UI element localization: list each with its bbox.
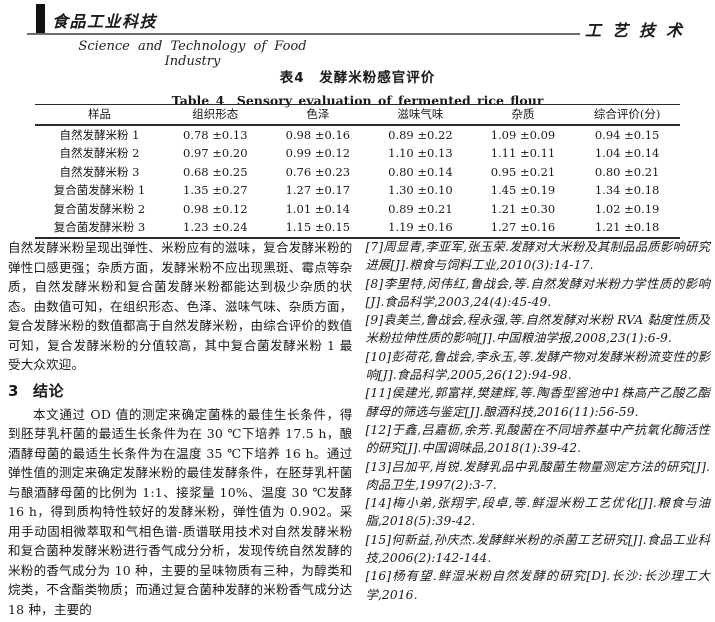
score-value: 0.94 ±0.15 — [594, 127, 660, 142]
sample-name: 自然发酵米粉 3 — [59, 164, 140, 179]
reference-item: [14]梅小弟,张翔宇,段卓,等.鲜湿米粉工艺优化[J].粮食与油脂,2018(… — [365, 496, 710, 529]
sample-name: 自然发酵米粉 1 — [59, 127, 140, 142]
score-value: 0.99 ±0.12 — [285, 146, 351, 160]
sample-name: 复合菌发酵米粉 3 — [53, 220, 146, 234]
reference-item: [11]侯建光,郭富祥,樊建辉,等.陶香型窖池中1株高产乙酸乙酯酵母的筛选与鉴定… — [365, 386, 710, 419]
reference-item: [9]袁美兰,鲁战会,程永强,等.自然发酵对米粉 RVA 黏度性质及米粉拉伸性质… — [365, 313, 710, 346]
score-value: 1.23 ±0.24 — [183, 220, 248, 234]
reference-item: [7]周显青,李亚军,张玉荣.发酵对大米粉及其制品品质影响研究进展[J].粮食与… — [365, 240, 710, 273]
table-body: 自然发酵米粉 1 0.78 ±0.13 0.98 ±0.16 0.89 ±0.22 1.… — [35, 125, 680, 238]
discussion-paragraph: 自然发酵米粉呈现出弹性、米粉应有的滋味，复合发酵米粉的弹性口感更强；杂质方面，发… — [8, 240, 353, 372]
score-value: 0.76 ±0.23 — [285, 164, 351, 179]
column-header: 样品 — [88, 107, 111, 121]
left-column: 自然发酵米粉呈现出弹性、米粉应有的滋味，复合发酵米粉的弹性口感更强；杂质方面，发… — [8, 238, 353, 619]
score-value: 0.89 ±0.21 — [388, 201, 453, 216]
sample-name: 复合菌发酵米粉 2 — [53, 201, 146, 216]
score-value: 1.11 ±0.11 — [490, 146, 556, 160]
score-value: 0.89 ±0.22 — [388, 127, 453, 142]
table-row: 自然发酵米粉 1 0.78 ±0.13 0.98 ±0.16 0.89 ±0.22 1.… — [35, 125, 680, 145]
reference-item: [16]杨有望.鲜湿米粉自然发酵的研究[D].长沙:长沙理工大学,2016. — [365, 569, 710, 602]
score-value: 0.95 ±0.21 — [490, 164, 556, 179]
column-header: 综合评价(分) — [593, 107, 661, 121]
sample-name: 自然发酵米粉 2 — [59, 146, 140, 160]
score-value: 1.27 ±0.16 — [490, 220, 556, 234]
conclusion-paragraph: 本文通过 OD 值的测定来确定菌株的最佳生长条件，得到胚芽乳杆菌的最适生长条件为… — [8, 406, 353, 617]
table-header-row: 样品 组织形态 色泽 滋味气味 杂质 综合评价(分) — [35, 105, 680, 125]
score-value: 1.45 ±0.19 — [490, 183, 556, 197]
score-value: 1.34 ±0.18 — [594, 183, 660, 197]
reference-item: [10]彭荷花,鲁战会,李永玉,等.发酵产物对发酵米粉流变性的影响[J].食品科… — [365, 349, 710, 383]
score-value: 0.78 ±0.13 — [183, 127, 248, 142]
table-row: 自然发酵米粉 2 0.97 ±0.20 0.99 ±0.12 1.10 ±0.13 1.… — [35, 144, 680, 163]
body-columns: 自然发酵米粉呈现出弹性、米粉应有的滋味，复合发酵米粉的弹性口感更强；杂质方面，发… — [8, 238, 710, 619]
score-value: 1.30 ±0.10 — [388, 183, 453, 197]
score-value: 1.27 ±0.17 — [285, 183, 351, 197]
score-value: 0.80 ±0.14 — [388, 164, 453, 179]
score-value: 1.10 ±0.13 — [388, 146, 453, 160]
column-header: 杂质 — [511, 107, 535, 121]
score-value: 1.19 ±0.16 — [388, 220, 453, 234]
right-column: [7]周显青,李亚军,张玉荣.发酵对大米粉及其制品品质影响研究进展[J].粮食与… — [366, 238, 711, 619]
column-header: 组织形态 — [192, 107, 239, 121]
section-label: 工艺技术 — [584, 21, 693, 40]
table-row: 复合菌发酵米粉 1 1.35 ±0.27 1.27 ±0.17 1.30 ±0.10 1… — [35, 181, 680, 200]
reference-item: [12]于鑫,吕嘉枥,余芳.乳酸菌在不同培养基中产抗氧化酶活性的研究[J].中国… — [365, 422, 710, 456]
score-value: 1.02 ±0.19 — [594, 201, 660, 216]
sensory-evaluation-table: 样品 组织形态 色泽 滋味气味 杂质 综合评价(分) 自然发酵米粉 1 0.78 ±0.13… — [35, 104, 680, 239]
journal-name-english: Science and Technology of Food Industry — [78, 39, 307, 69]
score-value: 1.01 ±0.14 — [285, 201, 351, 216]
logo-bar-decoration — [36, 4, 45, 35]
table-row: 复合菌发酵米粉 2 0.98 ±0.12 1.01 ±0.14 0.89 ±0.21 1… — [35, 200, 680, 219]
table-title-chinese: 表4 发酵米粉感官评价 — [279, 70, 436, 86]
journal-logo: 食品工业科技 — [50, 8, 162, 35]
page-header: 食品工业科技 Science and Technology of Food In… — [0, 0, 715, 69]
header-rule — [27, 33, 580, 35]
reference-item: [13]吕加平,肖锐.发酵乳品中乳酸菌生物量测定方法的研究[J].肉品卫生,19… — [365, 459, 710, 492]
score-value: 1.15 ±0.15 — [285, 220, 351, 234]
score-value: 1.35 ±0.27 — [183, 183, 248, 197]
conclusion-heading-text: 结论 — [32, 381, 64, 400]
column-header: 色泽 — [306, 107, 330, 121]
score-value: 0.68 ±0.25 — [183, 164, 248, 179]
table-titles: 表4 发酵米粉感官评价 Table 4 Sensory evaluation o… — [0, 66, 715, 109]
score-value: 1.09 ±0.09 — [490, 127, 556, 142]
score-value: 1.21 ±0.18 — [594, 220, 660, 234]
score-value: 0.98 ±0.12 — [183, 201, 248, 216]
score-value: 0.97 ±0.20 — [183, 146, 248, 160]
conclusion-heading: 3 结论 — [8, 380, 353, 401]
reference-item: [8]李里特,闵伟红,鲁战会,等.自然发酵对米粉力学性质的影响[J].食品科学,… — [365, 276, 710, 309]
reference-item: [15]何新益,孙庆杰.发酵鲜米粉的杀菌工艺研究[J].食品工业科技,2006(… — [365, 532, 710, 566]
references-list: [7]周显青,李亚军,张玉荣.发酵对大米粉及其制品品质影响研究进展[J].粮食与… — [366, 238, 711, 604]
table-row: 复合菌发酵米粉 3 1.23 ±0.24 1.15 ±0.15 1.19 ±0.16 1… — [35, 218, 680, 238]
score-value: 1.21 ±0.30 — [490, 201, 556, 216]
conclusion-heading-number: 3 — [8, 381, 19, 400]
score-value: 0.80 ±0.21 — [594, 164, 660, 179]
score-value: 0.98 ±0.16 — [285, 127, 351, 142]
column-header: 滋味气味 — [397, 107, 444, 121]
score-value: 1.04 ±0.14 — [594, 146, 660, 160]
sample-name: 复合菌发酵米粉 1 — [53, 183, 146, 197]
table-row: 自然发酵米粉 3 0.68 ±0.25 0.76 ±0.23 0.80 ±0.14 0.… — [35, 163, 680, 182]
